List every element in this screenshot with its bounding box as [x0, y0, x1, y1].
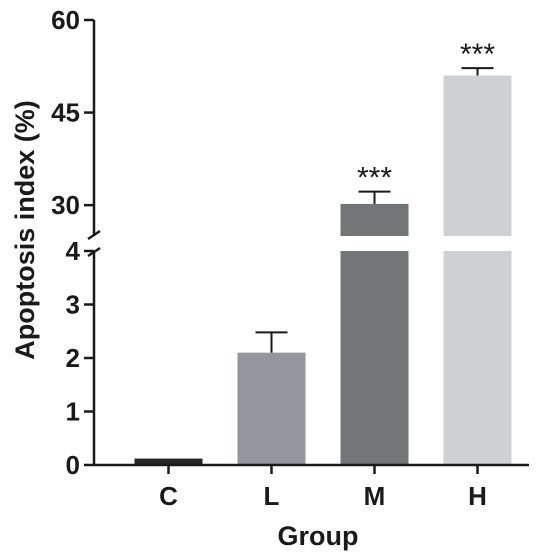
x-axis-title: Group: [278, 521, 359, 551]
axis-break-mark-upper: [87, 229, 101, 241]
bars-layer: *** ***: [134, 38, 512, 465]
x-tick-label-M: M: [364, 481, 386, 511]
significance-label-H: ***: [460, 38, 495, 71]
x-tick-label-L: L: [264, 481, 280, 511]
significance-label-M: ***: [357, 162, 392, 195]
y-axis-title: Apoptosis index (%): [10, 100, 40, 360]
bar-H-upper: [443, 75, 512, 237]
y-tick-label-4: 4: [66, 236, 81, 266]
bar-L: [237, 352, 306, 465]
y-tick-label-45: 45: [51, 98, 80, 128]
y-axis: 0 1 2 3 4 30 45 60: [51, 5, 101, 480]
y-tick-label-0: 0: [66, 450, 80, 480]
x-tick-label-C: C: [159, 481, 178, 511]
y-tick-label-2: 2: [66, 343, 80, 373]
y-tick-label-60: 60: [51, 5, 80, 35]
x-tick-label-H: H: [468, 481, 487, 511]
y-tick-label-1: 1: [66, 397, 80, 427]
bar-M-upper: [340, 203, 409, 236]
bar-H-lower: [443, 251, 512, 465]
y-tick-label-3: 3: [66, 290, 80, 320]
bar-C: [134, 458, 203, 465]
y-tick-label-30: 30: [51, 190, 80, 220]
bar-M-lower: [340, 251, 409, 465]
